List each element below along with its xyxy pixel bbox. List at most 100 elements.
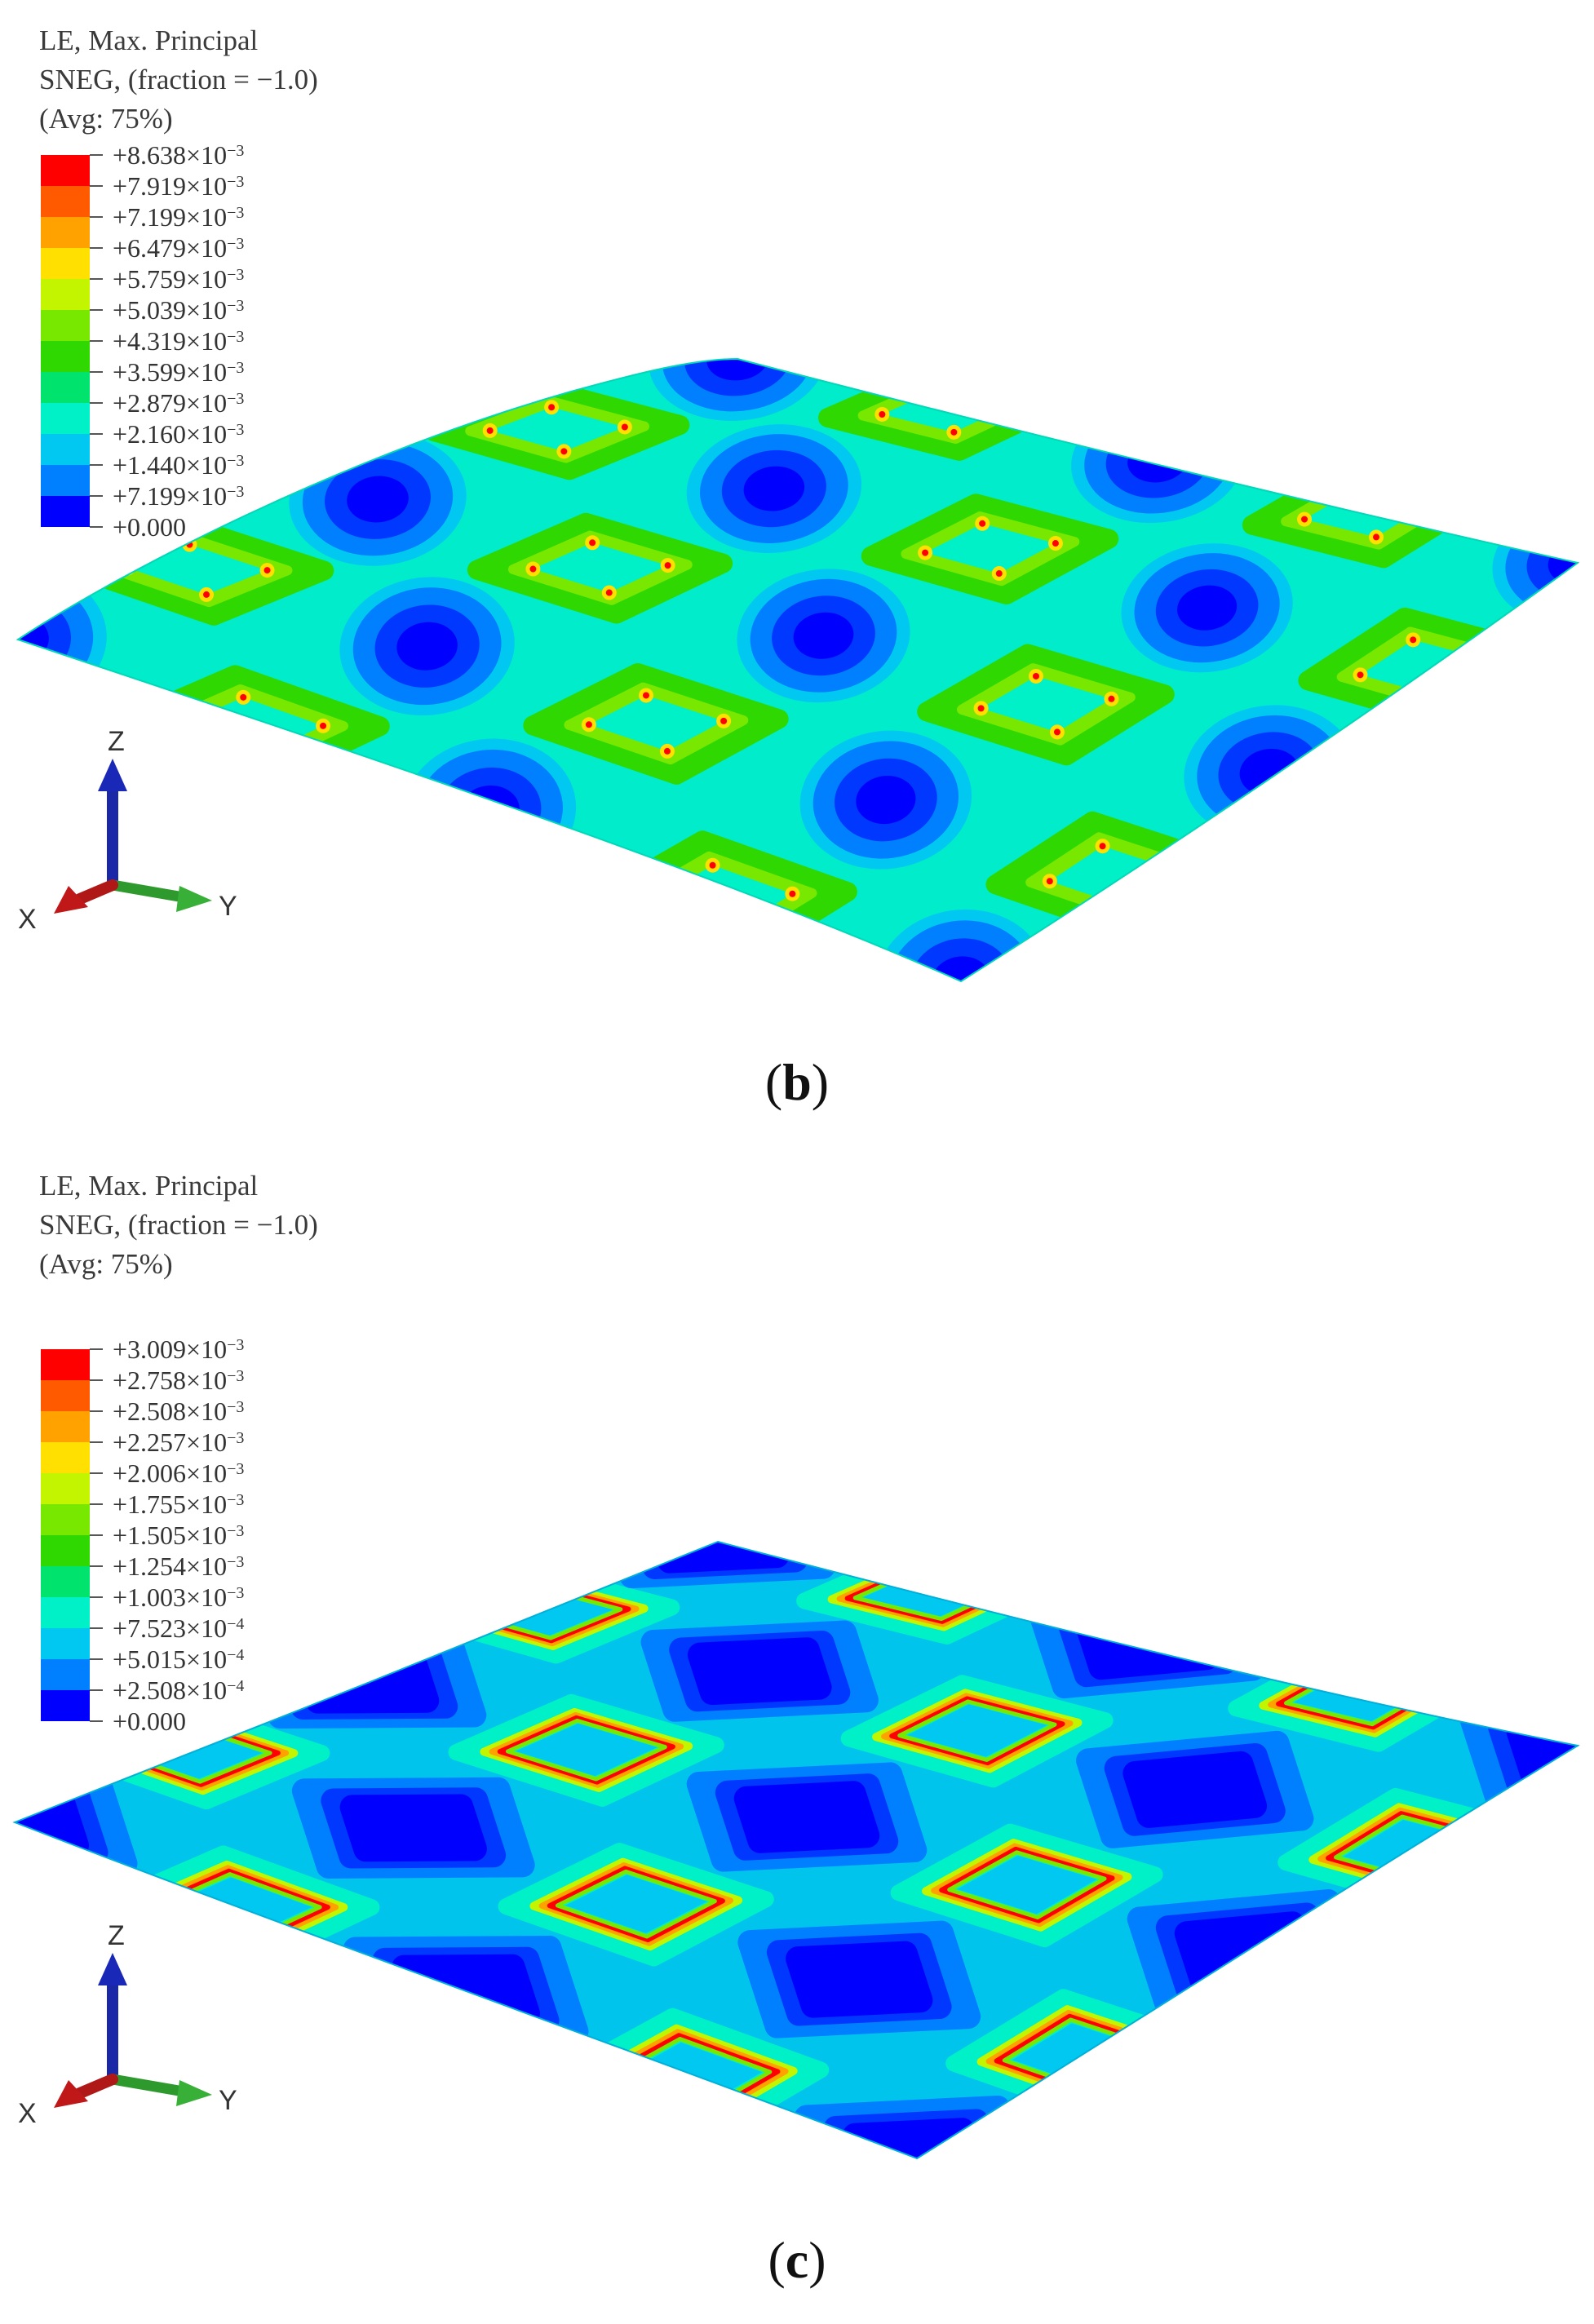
strain-contour-region [1272, 894, 1417, 981]
stress-hotspot [1124, 904, 1131, 911]
column-edge-ring [897, 1699, 1057, 1762]
stress-hotspot [1427, 500, 1434, 507]
legend-tick-label: +0.000 [113, 512, 187, 542]
column-head [957, 1855, 1097, 1915]
legend-swatch [41, 279, 90, 310]
legend-swatch [41, 1349, 90, 1380]
legend-tick [90, 371, 103, 373]
stress-hotspot [1311, 359, 1326, 360]
stress-hotspot [1254, 373, 1269, 388]
stress-hotspot [1356, 484, 1363, 491]
x-axis-arrow [74, 2074, 118, 2099]
legend-tick-label: +1.505×10−3 [113, 1521, 245, 1550]
strain-contour-region [18, 614, 49, 665]
legend-tick-label: +0.000 [113, 1706, 187, 1736]
column-edge-ring [489, 1711, 684, 1788]
strain-contour-region [1047, 359, 1195, 383]
strain-contour-region [1459, 1561, 1578, 1639]
x-axis-label: X [18, 904, 37, 935]
support-zone [1238, 359, 1411, 408]
stress-hotspot [486, 427, 494, 434]
support-zone [833, 264, 1002, 314]
stress-hotspot [1548, 825, 1563, 840]
legend-tick-label: +7.199×10−3 [113, 481, 245, 511]
stress-hotspot [1410, 636, 1417, 644]
axis-triad-c: Z X Y [18, 1920, 237, 2129]
stress-hotspot [1373, 533, 1380, 541]
stress-hotspot [529, 565, 537, 573]
stress-hotspot [1552, 829, 1559, 836]
legend-tick [90, 1472, 103, 1474]
caption-open-paren: ( [764, 1053, 783, 1111]
legend-swatch [41, 1535, 90, 1566]
stress-hotspot [1046, 878, 1053, 885]
stress-hotspot [650, 890, 666, 905]
column-head [1261, 359, 1388, 396]
stress-hotspot [585, 721, 592, 728]
strain-contour-region [1259, 883, 1430, 981]
column-edge-ring [1223, 1542, 1413, 1591]
legend-tick-label: +2.006×10−3 [113, 1459, 245, 1488]
legend-tick [90, 1379, 103, 1381]
stress-hotspot [848, 290, 855, 296]
column-edge-ring [800, 1445, 986, 1498]
legend-tick [90, 340, 103, 342]
x-axis-head [54, 2080, 88, 2108]
legend-swatch [41, 403, 90, 434]
column-edge-ring [816, 1450, 971, 1494]
caption-b: (b) [0, 1052, 1594, 1113]
caption-c: (c) [0, 2230, 1594, 2291]
support-zone [798, 255, 1035, 325]
stress-hotspot [730, 919, 746, 935]
stress-hotspot [910, 267, 917, 273]
stress-hotspot [642, 692, 649, 699]
legend-tick [90, 185, 103, 187]
legend-variable: LE, Max. Principal [39, 24, 259, 56]
legend-tick [90, 1534, 103, 1536]
legend-tick [90, 1441, 103, 1443]
legend-tick-label: +2.160×10−3 [113, 419, 245, 449]
stress-hotspot [1483, 656, 1490, 663]
stress-hotspot [1502, 868, 1509, 875]
stress-hotspot [1427, 688, 1442, 703]
column-edge-ring [889, 1696, 1065, 1766]
stress-hotspot [1315, 348, 1322, 355]
stress-hotspot [1009, 401, 1016, 409]
strain-contour-region [1455, 365, 1578, 467]
legend-tick-label: +7.919×10−3 [113, 171, 245, 201]
strain-contour-region [1177, 585, 1238, 631]
column-head [824, 1451, 963, 1492]
legend-swatch [41, 186, 90, 217]
strain-contour-region [1555, 662, 1578, 792]
stress-hotspot [844, 286, 859, 300]
legend-tick-label: +2.257×10−3 [113, 1428, 245, 1457]
stress-hotspot [1352, 480, 1367, 495]
legend-tick-label: +7.199×10−3 [113, 202, 245, 232]
strain-contour-region [1174, 1911, 1321, 1993]
strain-contour-region [1231, 2087, 1379, 2158]
legend-section: SNEG, (fraction = −1.0) [39, 1209, 318, 1241]
support-zone [1405, 795, 1578, 886]
legend-swatch [41, 1442, 90, 1473]
strain-contour-region [1034, 359, 1209, 392]
stress-hotspot [1172, 864, 1188, 879]
strain-contour-region [1442, 359, 1578, 476]
strain-contour-region [1414, 1542, 1578, 1659]
legend-swatch [41, 1690, 90, 1721]
column-edge-ring [1372, 1974, 1562, 2066]
legend-swatch [41, 372, 90, 403]
stress-hotspot [240, 693, 247, 701]
legend-tick [90, 402, 103, 404]
caption-letter: b [782, 1053, 812, 1111]
stress-hotspot [1053, 728, 1060, 736]
strain-contour-region [1477, 379, 1578, 452]
stress-hotspot [1327, 392, 1335, 400]
legend-tick-label: +5.039×10−3 [113, 295, 245, 325]
column-edge-ring [547, 1866, 725, 1943]
legend-tick [90, 1410, 103, 1412]
strain-contour-region [1183, 2064, 1427, 2158]
column-head [588, 695, 724, 751]
legend-swatch [41, 465, 90, 496]
panel-c: LE, Max. Principal SNEG, (fraction = −1.… [0, 1162, 1594, 2324]
stress-hotspot [919, 305, 925, 312]
